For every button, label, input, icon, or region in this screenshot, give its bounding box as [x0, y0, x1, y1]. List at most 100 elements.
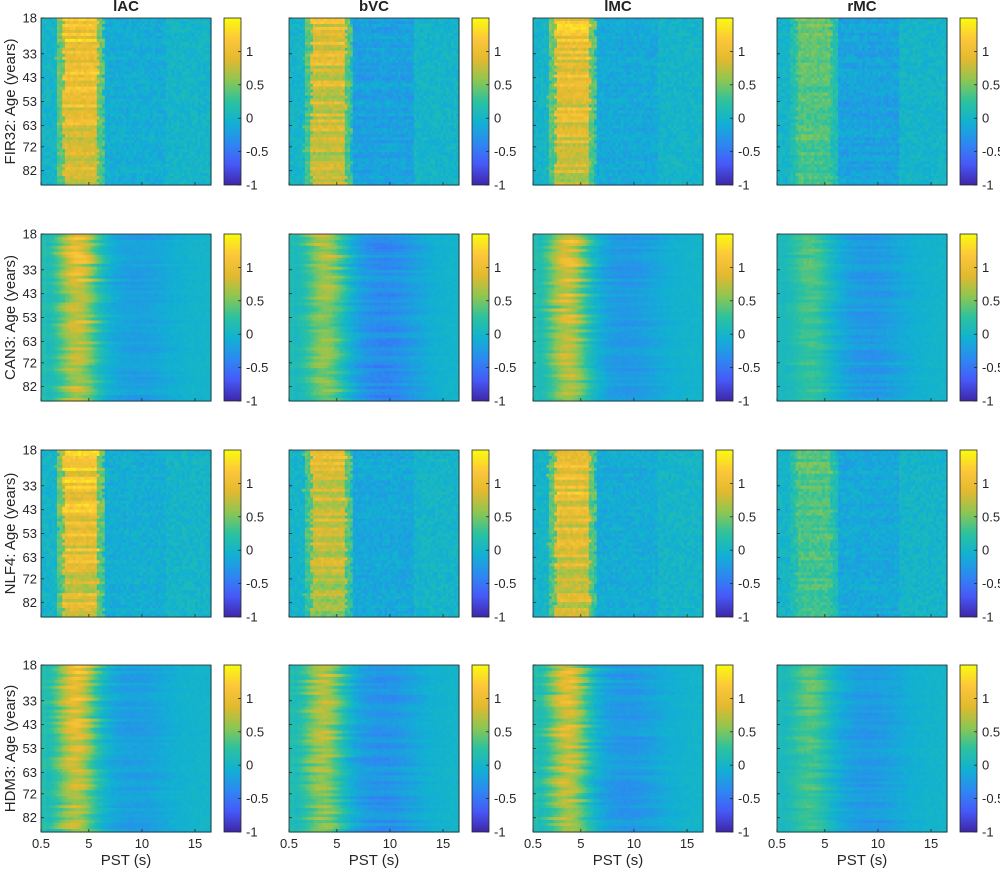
colorbar-tick-label: 0	[494, 758, 501, 773]
colorbar-tick-label: 0	[494, 543, 501, 558]
colorbar-tick-label: -1	[738, 178, 750, 193]
colorbar-tick-label: 1	[246, 476, 253, 491]
colorbar	[959, 664, 978, 833]
ytick-label: 82	[23, 810, 37, 825]
ylabel-hdm3: HDM3: Age (years)	[2, 685, 19, 813]
column-title-rmc: rMC	[847, 0, 876, 15]
xtick-label: 5	[821, 836, 828, 851]
heatmap-can3-lac	[41, 234, 212, 402]
xtick-label: 5	[85, 836, 92, 851]
heatmap-fir32-bvc	[289, 18, 460, 186]
ytick-label: 43	[23, 717, 37, 732]
colorbar-tick-label: -0.5	[738, 791, 760, 806]
ytick-label: 72	[23, 786, 37, 801]
colorbar-tick-label: 0.5	[982, 77, 1000, 92]
ytick-label: 63	[23, 334, 37, 349]
colorbar-tick-label: -0.5	[494, 576, 516, 591]
xlabel: PST (s)	[101, 852, 152, 869]
colorbar-tick-label: 1	[494, 691, 501, 706]
colorbar-tick-label: 0.5	[494, 293, 512, 308]
heatmap-fir32-lmc	[533, 18, 704, 186]
xlabel: PST (s)	[349, 852, 400, 869]
colorbar-tick-label: -1	[246, 610, 258, 625]
colorbar-tick-label: -1	[982, 394, 994, 409]
colorbar-tick-label: 1	[982, 260, 989, 275]
colorbar-tick-label: -0.5	[982, 144, 1000, 159]
colorbar-tick-label: 0.5	[246, 724, 264, 739]
heatmap-nlf4-bvc	[289, 450, 460, 618]
heatmap-nlf4-lmc	[533, 450, 704, 618]
colorbar-tick-label: -1	[494, 394, 506, 409]
xtick-label: 15	[924, 836, 938, 851]
colorbar-tick-label: 0	[494, 111, 501, 126]
ytick-label: 43	[23, 502, 37, 517]
heatmap-hdm3-rmc	[777, 665, 948, 833]
ytick-label: 82	[23, 163, 37, 178]
ylabel-fir32: FIR32: Age (years)	[2, 39, 19, 165]
ylabel-nlf4: NLF4: Age (years)	[2, 473, 19, 595]
ytick-label: 43	[23, 286, 37, 301]
xtick-label: 10	[871, 836, 885, 851]
colorbar	[715, 449, 734, 618]
colorbar-tick-label: 0	[738, 758, 745, 773]
colorbar-tick-label: 0	[494, 327, 501, 342]
colorbar	[959, 233, 978, 402]
xtick-label: 15	[436, 836, 450, 851]
column-title-lac: lAC	[113, 0, 139, 15]
colorbar-tick-label: -0.5	[494, 791, 516, 806]
colorbar-tick-label: 0	[246, 543, 253, 558]
colorbar-tick-label: 0.5	[494, 509, 512, 524]
colorbar	[715, 233, 734, 402]
colorbar-tick-label: -1	[246, 825, 258, 840]
colorbar	[471, 17, 490, 186]
xtick-label: 0.5	[524, 836, 542, 851]
colorbar-tick-label: -1	[246, 394, 258, 409]
xlabel: PST (s)	[593, 852, 644, 869]
ylabel-can3: CAN3: Age (years)	[2, 255, 19, 380]
colorbar-tick-label: -1	[738, 394, 750, 409]
xtick-label: 15	[188, 836, 202, 851]
colorbar	[223, 233, 242, 402]
ytick-label: 18	[23, 443, 37, 458]
colorbar-tick-label: -0.5	[246, 576, 268, 591]
colorbar	[715, 664, 734, 833]
colorbar-tick-label: 1	[494, 476, 501, 491]
colorbar-tick-label: 0.5	[494, 77, 512, 92]
ytick-label: 82	[23, 379, 37, 394]
colorbar-tick-label: -0.5	[246, 791, 268, 806]
colorbar	[223, 449, 242, 618]
colorbar-tick-label: 1	[982, 691, 989, 706]
ytick-label: 72	[23, 571, 37, 586]
heatmap-nlf4-lac	[41, 450, 212, 618]
ytick-label: 43	[23, 70, 37, 85]
xtick-label: 10	[383, 836, 397, 851]
colorbar	[715, 17, 734, 186]
xtick-label: 10	[627, 836, 641, 851]
ytick-label: 18	[23, 658, 37, 673]
colorbar-tick-label: -0.5	[494, 144, 516, 159]
colorbar-tick-label: 0.5	[982, 293, 1000, 308]
colorbar-tick-label: 0	[982, 543, 989, 558]
colorbar-tick-label: 0	[738, 327, 745, 342]
ytick-label: 18	[23, 11, 37, 26]
ytick-label: 53	[23, 526, 37, 541]
ytick-label: 18	[23, 227, 37, 242]
ytick-label: 33	[23, 478, 37, 493]
colorbar-tick-label: 0.5	[982, 724, 1000, 739]
colorbar-tick-label: -1	[738, 610, 750, 625]
colorbar-tick-label: 1	[494, 44, 501, 59]
column-title-bvc: bVC	[359, 0, 389, 15]
colorbar-tick-label: -0.5	[738, 576, 760, 591]
ytick-label: 33	[23, 46, 37, 61]
xtick-label: 5	[577, 836, 584, 851]
heatmap-nlf4-rmc	[777, 450, 948, 618]
colorbar	[959, 17, 978, 186]
colorbar	[223, 664, 242, 833]
colorbar-tick-label: -1	[494, 610, 506, 625]
colorbar-tick-label: 0	[982, 758, 989, 773]
colorbar-tick-label: -1	[494, 825, 506, 840]
colorbar-tick-label: -0.5	[982, 576, 1000, 591]
xtick-label: 5	[333, 836, 340, 851]
colorbar-tick-label: 1	[246, 691, 253, 706]
colorbar-tick-label: -0.5	[246, 144, 268, 159]
